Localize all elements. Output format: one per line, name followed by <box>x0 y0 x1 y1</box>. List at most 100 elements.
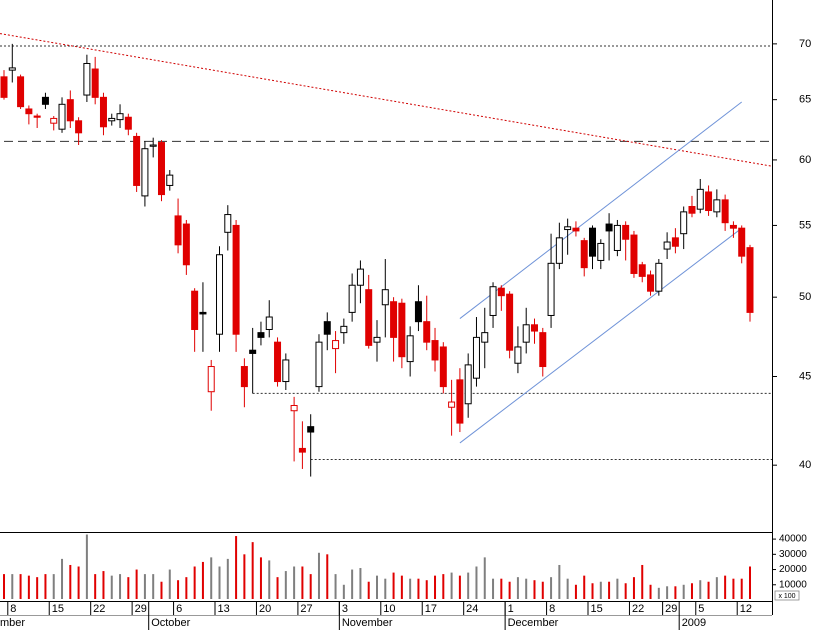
candle-body <box>423 321 431 343</box>
candle-body <box>265 316 273 330</box>
volume-bar <box>259 557 262 599</box>
candle-body <box>17 76 25 108</box>
candle-body <box>431 340 439 361</box>
volume-bar <box>119 574 122 599</box>
candle-body <box>0 76 8 98</box>
volume-bar <box>425 580 428 599</box>
volume-bar <box>475 566 478 599</box>
candle-body <box>66 99 74 122</box>
volume-bar <box>201 561 204 599</box>
volume-bar <box>160 581 163 599</box>
x-tick-label: 29 <box>135 603 147 615</box>
candle-body <box>448 401 456 408</box>
volume-bar <box>11 574 14 599</box>
channel-line <box>459 101 743 319</box>
candle-body <box>589 227 597 257</box>
volume-bar <box>690 583 693 599</box>
candle-body <box>456 379 464 424</box>
volume-bar <box>533 580 536 599</box>
volume-bar <box>342 584 345 599</box>
candle-body <box>290 404 298 412</box>
y-tick-label: 65 <box>799 94 811 106</box>
candle-body <box>630 234 638 274</box>
volume-bar <box>467 572 470 599</box>
x-tick-label: 12 <box>740 603 752 615</box>
candle-body <box>307 426 315 433</box>
volume-bar <box>616 578 619 599</box>
candle-body <box>705 191 713 212</box>
x-tick-label: 15 <box>52 603 64 615</box>
candle-body <box>622 224 630 240</box>
volume-bar <box>351 569 354 599</box>
volume-bar <box>235 536 238 599</box>
volume-bar <box>177 580 180 599</box>
volume-bar <box>599 581 602 599</box>
volume-unit-label: x 100 <box>778 593 795 600</box>
trend-line <box>0 33 773 167</box>
volume-bar <box>326 554 329 599</box>
volume-bar <box>674 586 677 599</box>
x-tick-label: 22 <box>632 603 644 615</box>
volume-bar <box>682 584 685 599</box>
y-tick-label: 70 <box>799 38 811 50</box>
candle-body <box>216 254 224 335</box>
volume-bar <box>525 578 528 599</box>
volume-bar <box>19 574 22 599</box>
candle-body <box>8 67 16 71</box>
x-tick-label: mber <box>0 617 25 629</box>
volume-bar <box>218 566 221 599</box>
candle-body <box>381 289 389 306</box>
candle-body <box>481 332 489 343</box>
x-tick-label: 5 <box>698 603 704 615</box>
volume-bar <box>309 574 312 599</box>
candle-body <box>207 366 215 393</box>
candle-body <box>564 226 572 231</box>
candle-body <box>50 117 58 124</box>
candle-body <box>340 325 348 334</box>
volume-bar <box>550 577 553 599</box>
candle-body <box>348 284 356 313</box>
candle-body <box>240 366 248 388</box>
candle-body <box>514 346 522 364</box>
volume-bar <box>3 574 5 599</box>
volume-bar <box>666 586 669 599</box>
volume-bar <box>243 554 246 599</box>
x-tick-label: 24 <box>466 603 478 615</box>
candle-body <box>332 340 340 350</box>
volume-bar <box>558 564 561 599</box>
volume-bar <box>226 558 229 599</box>
candle-body <box>580 240 588 269</box>
volume-bar <box>400 575 403 599</box>
volume-tick-label: 40000 <box>779 534 807 545</box>
month-label: November <box>342 617 393 629</box>
candle-body <box>738 227 746 257</box>
volume-bar <box>458 575 461 599</box>
volume-bar <box>52 574 55 599</box>
volume-bar <box>44 574 47 599</box>
candle-body <box>464 364 472 405</box>
volume-bar <box>516 577 519 599</box>
candle-body <box>191 290 199 330</box>
volume-bar <box>417 578 420 599</box>
candle-body <box>655 262 663 292</box>
candle-body <box>663 241 671 250</box>
candle-body <box>721 199 729 224</box>
volume-bar <box>301 566 304 599</box>
x-tick-label: 8 <box>10 603 16 615</box>
x-tick-label: 20 <box>259 603 271 615</box>
channel-line <box>459 227 743 444</box>
x-tick-label: 27 <box>300 603 312 615</box>
month-label: 2009 <box>682 617 706 629</box>
candle-body <box>746 247 754 313</box>
volume-bar <box>740 578 743 599</box>
volume-bar <box>450 572 453 599</box>
candle-body <box>174 215 182 246</box>
volume-bar <box>284 571 287 599</box>
y-tick-label: 50 <box>799 291 811 303</box>
volume-bar <box>152 574 155 599</box>
volume-bar <box>541 581 544 599</box>
x-tick-label: 13 <box>218 603 230 615</box>
